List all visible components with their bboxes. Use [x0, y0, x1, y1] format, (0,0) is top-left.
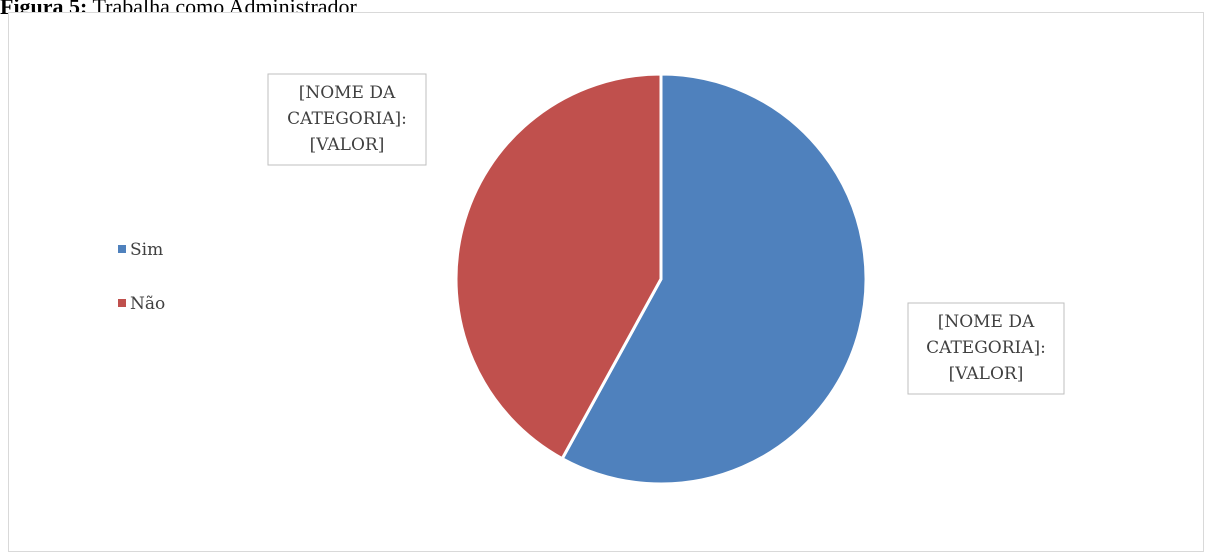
- data-label-line: CATEGORIA]:: [926, 338, 1046, 358]
- data-label-sim: [NOME DA CATEGORIA]: [VALOR]: [907, 302, 1065, 395]
- data-label-n-o: [NOME DA CATEGORIA]: [VALOR]: [267, 73, 427, 166]
- legend-label-n-o: Não: [130, 294, 165, 314]
- pie-chart: [NOME DA CATEGORIA]: [VALOR] [NOME DA CATEGO…: [118, 72, 1065, 486]
- pie-slice-n-o: [454, 72, 663, 461]
- data-label-line: [NOME DA: [299, 83, 396, 103]
- legend-swatch-sim: [118, 245, 126, 253]
- data-label-box: [907, 302, 1065, 395]
- data-label-line: CATEGORIA]:: [287, 109, 407, 129]
- data-label-line: [VALOR]: [949, 364, 1024, 384]
- data-label-box: [267, 73, 427, 166]
- data-label-line: [VALOR]: [310, 135, 385, 155]
- data-label-line: [NOME DA: [938, 312, 1035, 332]
- pie-slice-sim: [560, 72, 868, 486]
- legend-swatch-n-o: [118, 299, 126, 307]
- legend-label-sim: Sim: [130, 240, 163, 260]
